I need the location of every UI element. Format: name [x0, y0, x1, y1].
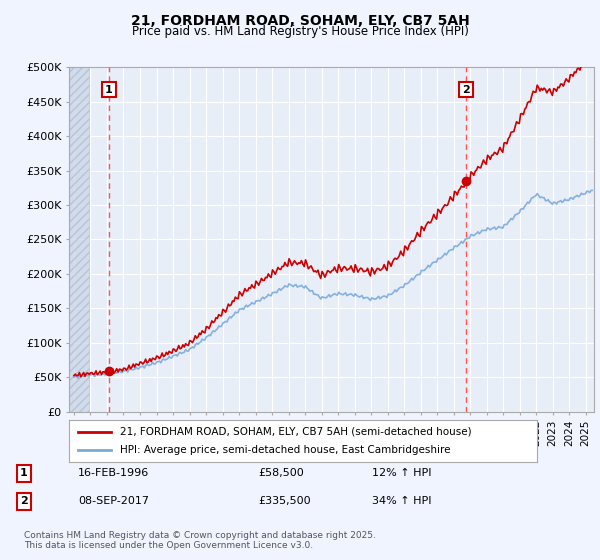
Text: 34% ↑ HPI: 34% ↑ HPI: [372, 496, 431, 506]
Text: £58,500: £58,500: [258, 468, 304, 478]
Text: 2: 2: [462, 85, 470, 95]
Text: 21, FORDHAM ROAD, SOHAM, ELY, CB7 5AH: 21, FORDHAM ROAD, SOHAM, ELY, CB7 5AH: [131, 14, 469, 28]
Text: 21, FORDHAM ROAD, SOHAM, ELY, CB7 5AH (semi-detached house): 21, FORDHAM ROAD, SOHAM, ELY, CB7 5AH (s…: [121, 427, 472, 437]
Text: 08-SEP-2017: 08-SEP-2017: [78, 496, 149, 506]
Text: 16-FEB-1996: 16-FEB-1996: [78, 468, 149, 478]
Text: 2: 2: [20, 496, 28, 506]
Text: Contains HM Land Registry data © Crown copyright and database right 2025.
This d: Contains HM Land Registry data © Crown c…: [24, 531, 376, 550]
Text: 12% ↑ HPI: 12% ↑ HPI: [372, 468, 431, 478]
Text: £335,500: £335,500: [258, 496, 311, 506]
Text: HPI: Average price, semi-detached house, East Cambridgeshire: HPI: Average price, semi-detached house,…: [121, 445, 451, 455]
Text: 1: 1: [20, 468, 28, 478]
Bar: [69, 67, 89, 412]
Text: Price paid vs. HM Land Registry's House Price Index (HPI): Price paid vs. HM Land Registry's House …: [131, 25, 469, 38]
Text: 1: 1: [105, 85, 113, 95]
